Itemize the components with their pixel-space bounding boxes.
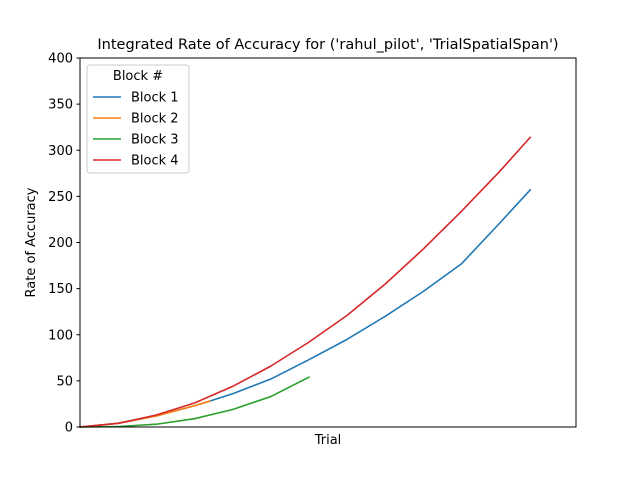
y-axis-label: Rate of Accuracy bbox=[24, 187, 39, 297]
legend-label-3: Block 3 bbox=[131, 133, 179, 148]
y-tick-label: 300 bbox=[48, 144, 73, 159]
chart-title: Integrated Rate of Accuracy for ('rahul_… bbox=[97, 37, 558, 53]
y-tick-label: 200 bbox=[48, 236, 73, 251]
y-tick-label: 50 bbox=[56, 374, 73, 389]
axes-frame bbox=[79, 57, 577, 428]
y-tick-label: 400 bbox=[48, 52, 73, 67]
y-axis: 0 50 100 150 200 250 300 350 400 bbox=[48, 52, 80, 436]
legend-title: Block # bbox=[113, 69, 163, 84]
legend: Block # Block 1 Block 2 Block 3 Block 4 bbox=[86, 64, 190, 174]
legend-box bbox=[86, 64, 190, 174]
x-axis-label: Trial bbox=[314, 433, 342, 448]
series-line-4 bbox=[79, 136, 532, 428]
y-tick-label: 250 bbox=[48, 190, 73, 205]
y-tick-label: 100 bbox=[48, 328, 73, 343]
y-tick-label: 150 bbox=[48, 282, 73, 297]
y-tick-label: 350 bbox=[48, 98, 73, 113]
y-tick-label: 0 bbox=[65, 421, 73, 436]
legend-label-1: Block 1 bbox=[131, 91, 179, 106]
series-line-1 bbox=[79, 188, 532, 428]
series-line-3 bbox=[79, 376, 310, 428]
series-layer bbox=[79, 136, 532, 428]
legend-label-4: Block 4 bbox=[131, 154, 179, 169]
legend-label-2: Block 2 bbox=[131, 112, 179, 127]
